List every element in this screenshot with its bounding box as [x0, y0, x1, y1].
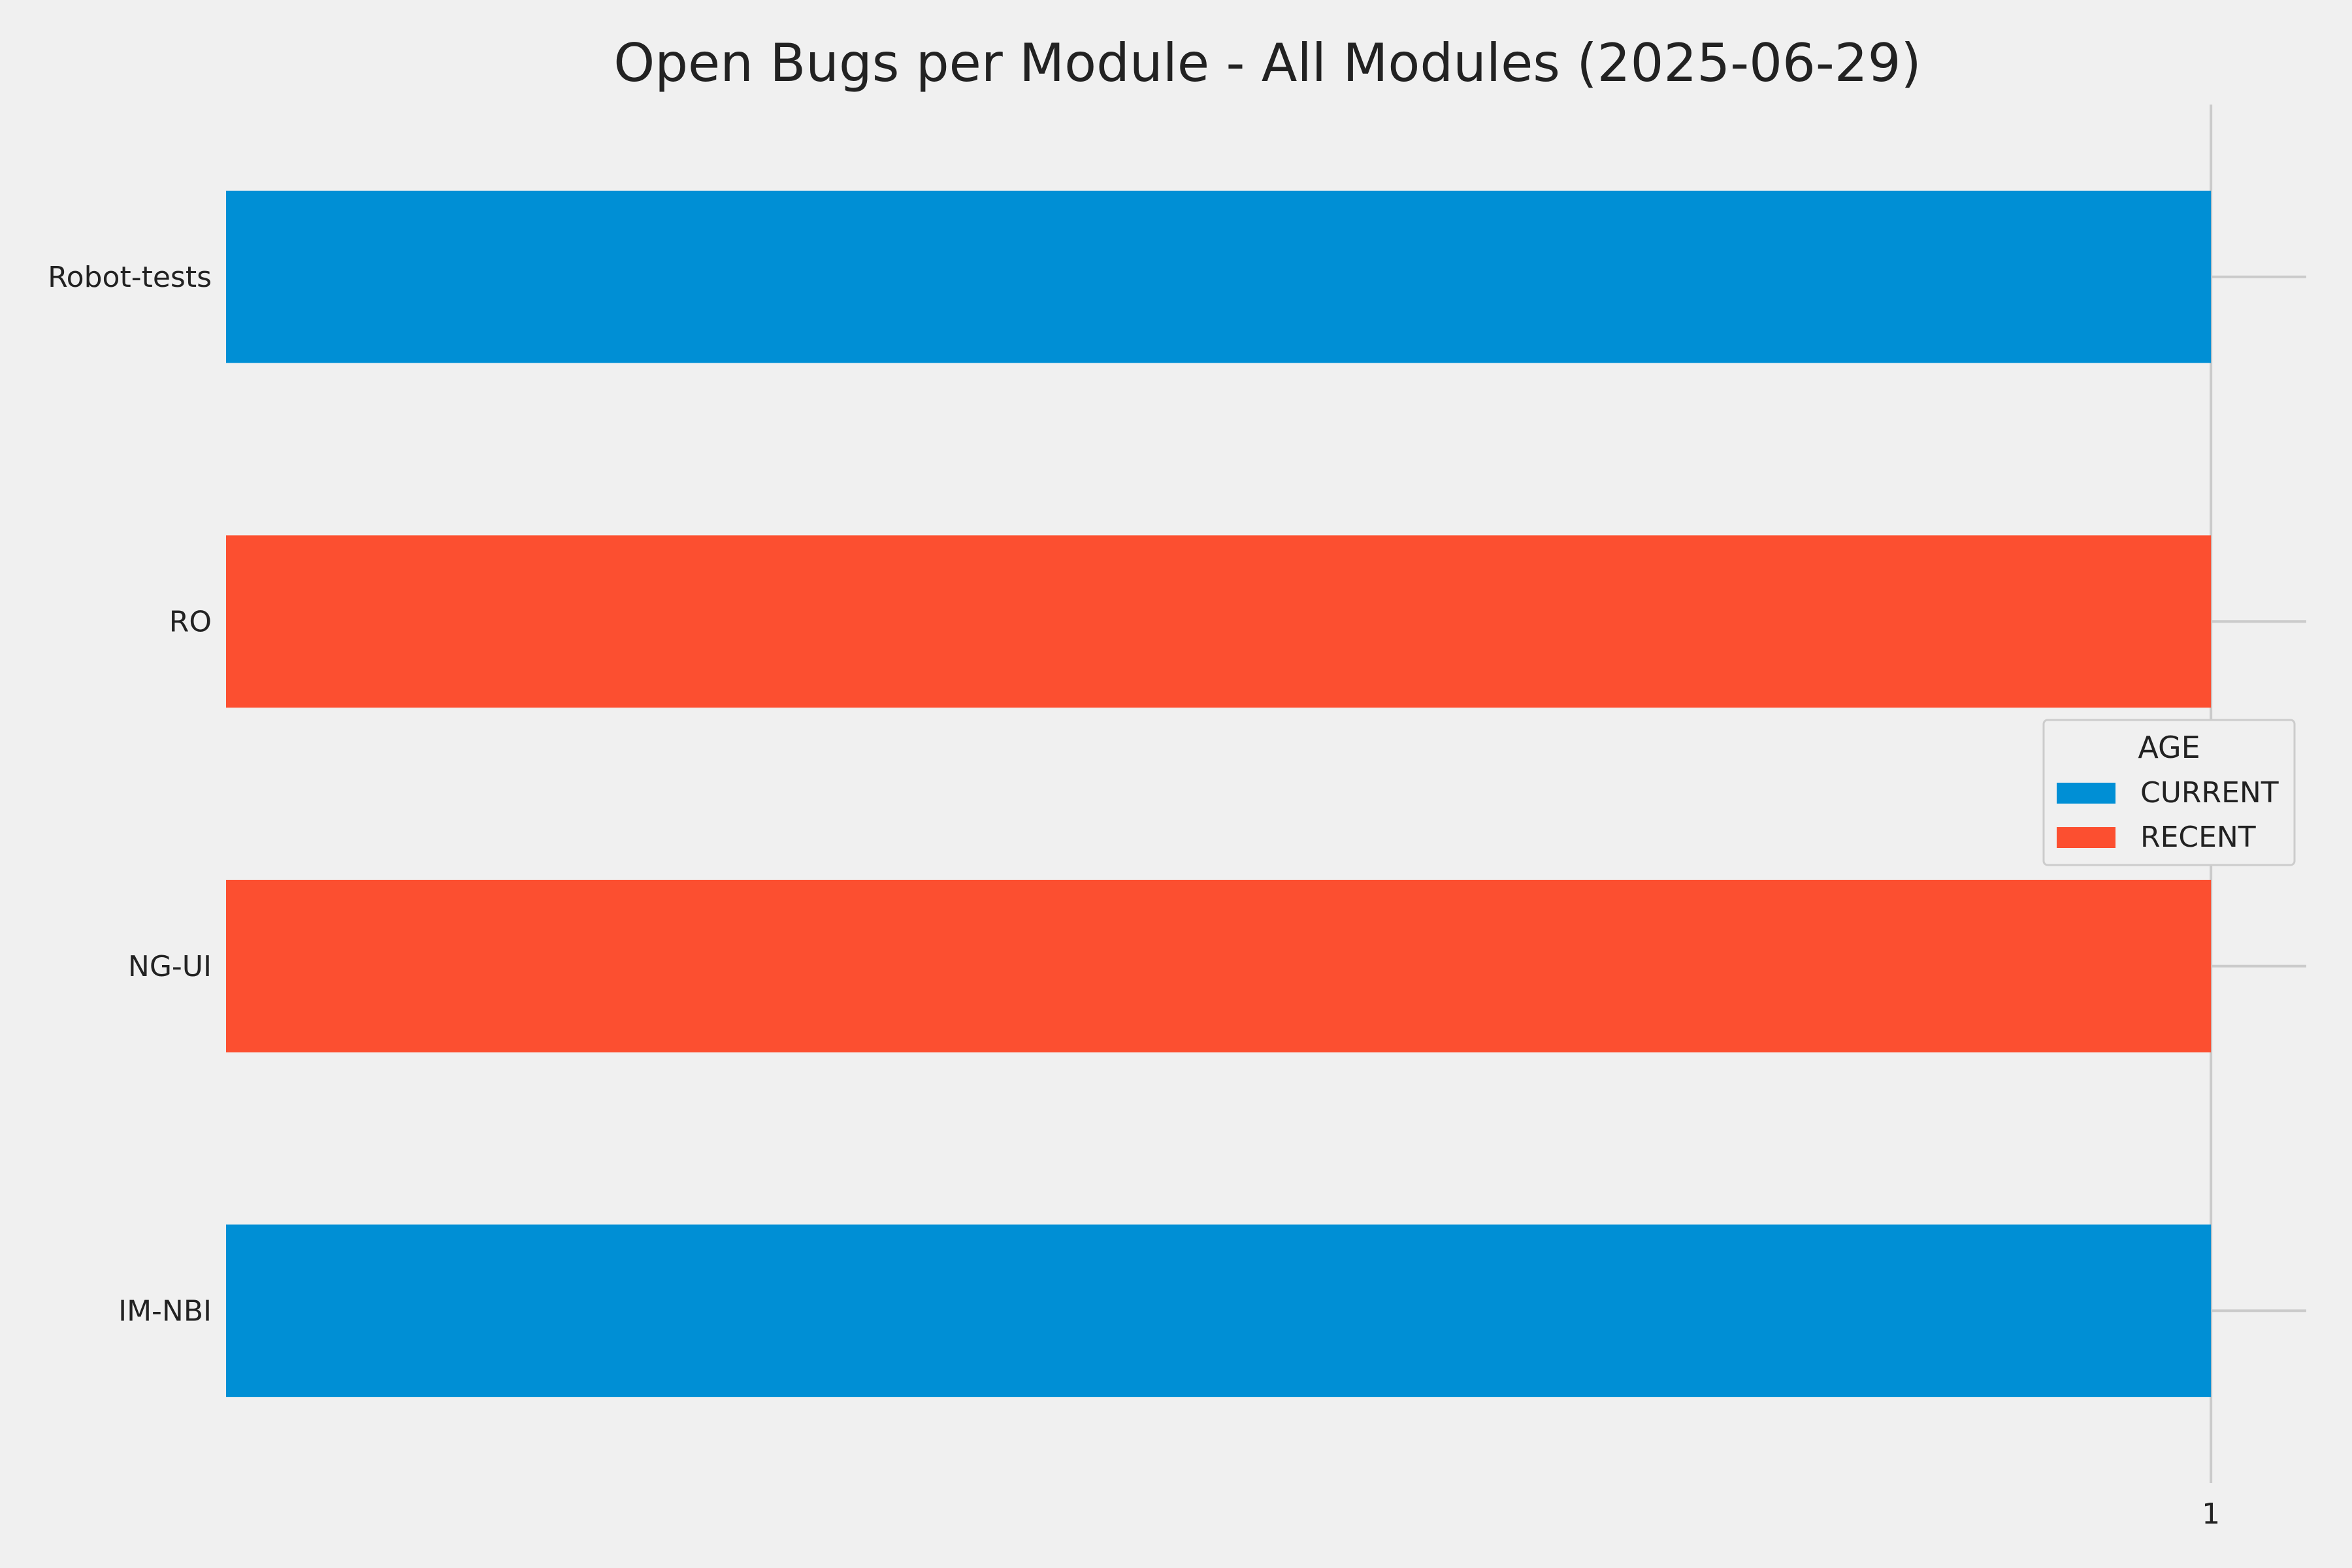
legend-title: AGE — [2138, 730, 2200, 765]
legend-swatch-current — [2057, 783, 2115, 804]
legend-swatch-recent — [2057, 827, 2115, 848]
legend-items: CURRENT RECENT — [2057, 776, 2279, 854]
bar-robot-tests — [226, 190, 2212, 363]
y-tick-label-1: RO — [169, 605, 212, 638]
legend-label-recent: RECENT — [2140, 821, 2256, 854]
bar-ro — [226, 535, 2212, 708]
tick-layer: 1 Robot-tests RO NG-UI IM-NBI — [48, 261, 2220, 1531]
y-tick-label-3: IM-NBI — [118, 1294, 212, 1328]
bar-im-nbi — [226, 1224, 2212, 1397]
legend-label-current: CURRENT — [2140, 776, 2279, 809]
bar-layer — [226, 190, 2212, 1397]
legend: AGE CURRENT RECENT — [2042, 719, 2296, 866]
x-tick-label-0: 1 — [2202, 1497, 2220, 1531]
bar-ng-ui — [226, 879, 2212, 1053]
y-tick-label-2: NG-UI — [128, 950, 212, 983]
chart-title: Open Bugs per Module - All Modules (2025… — [613, 33, 1921, 93]
y-tick-label-0: Robot-tests — [48, 261, 212, 294]
